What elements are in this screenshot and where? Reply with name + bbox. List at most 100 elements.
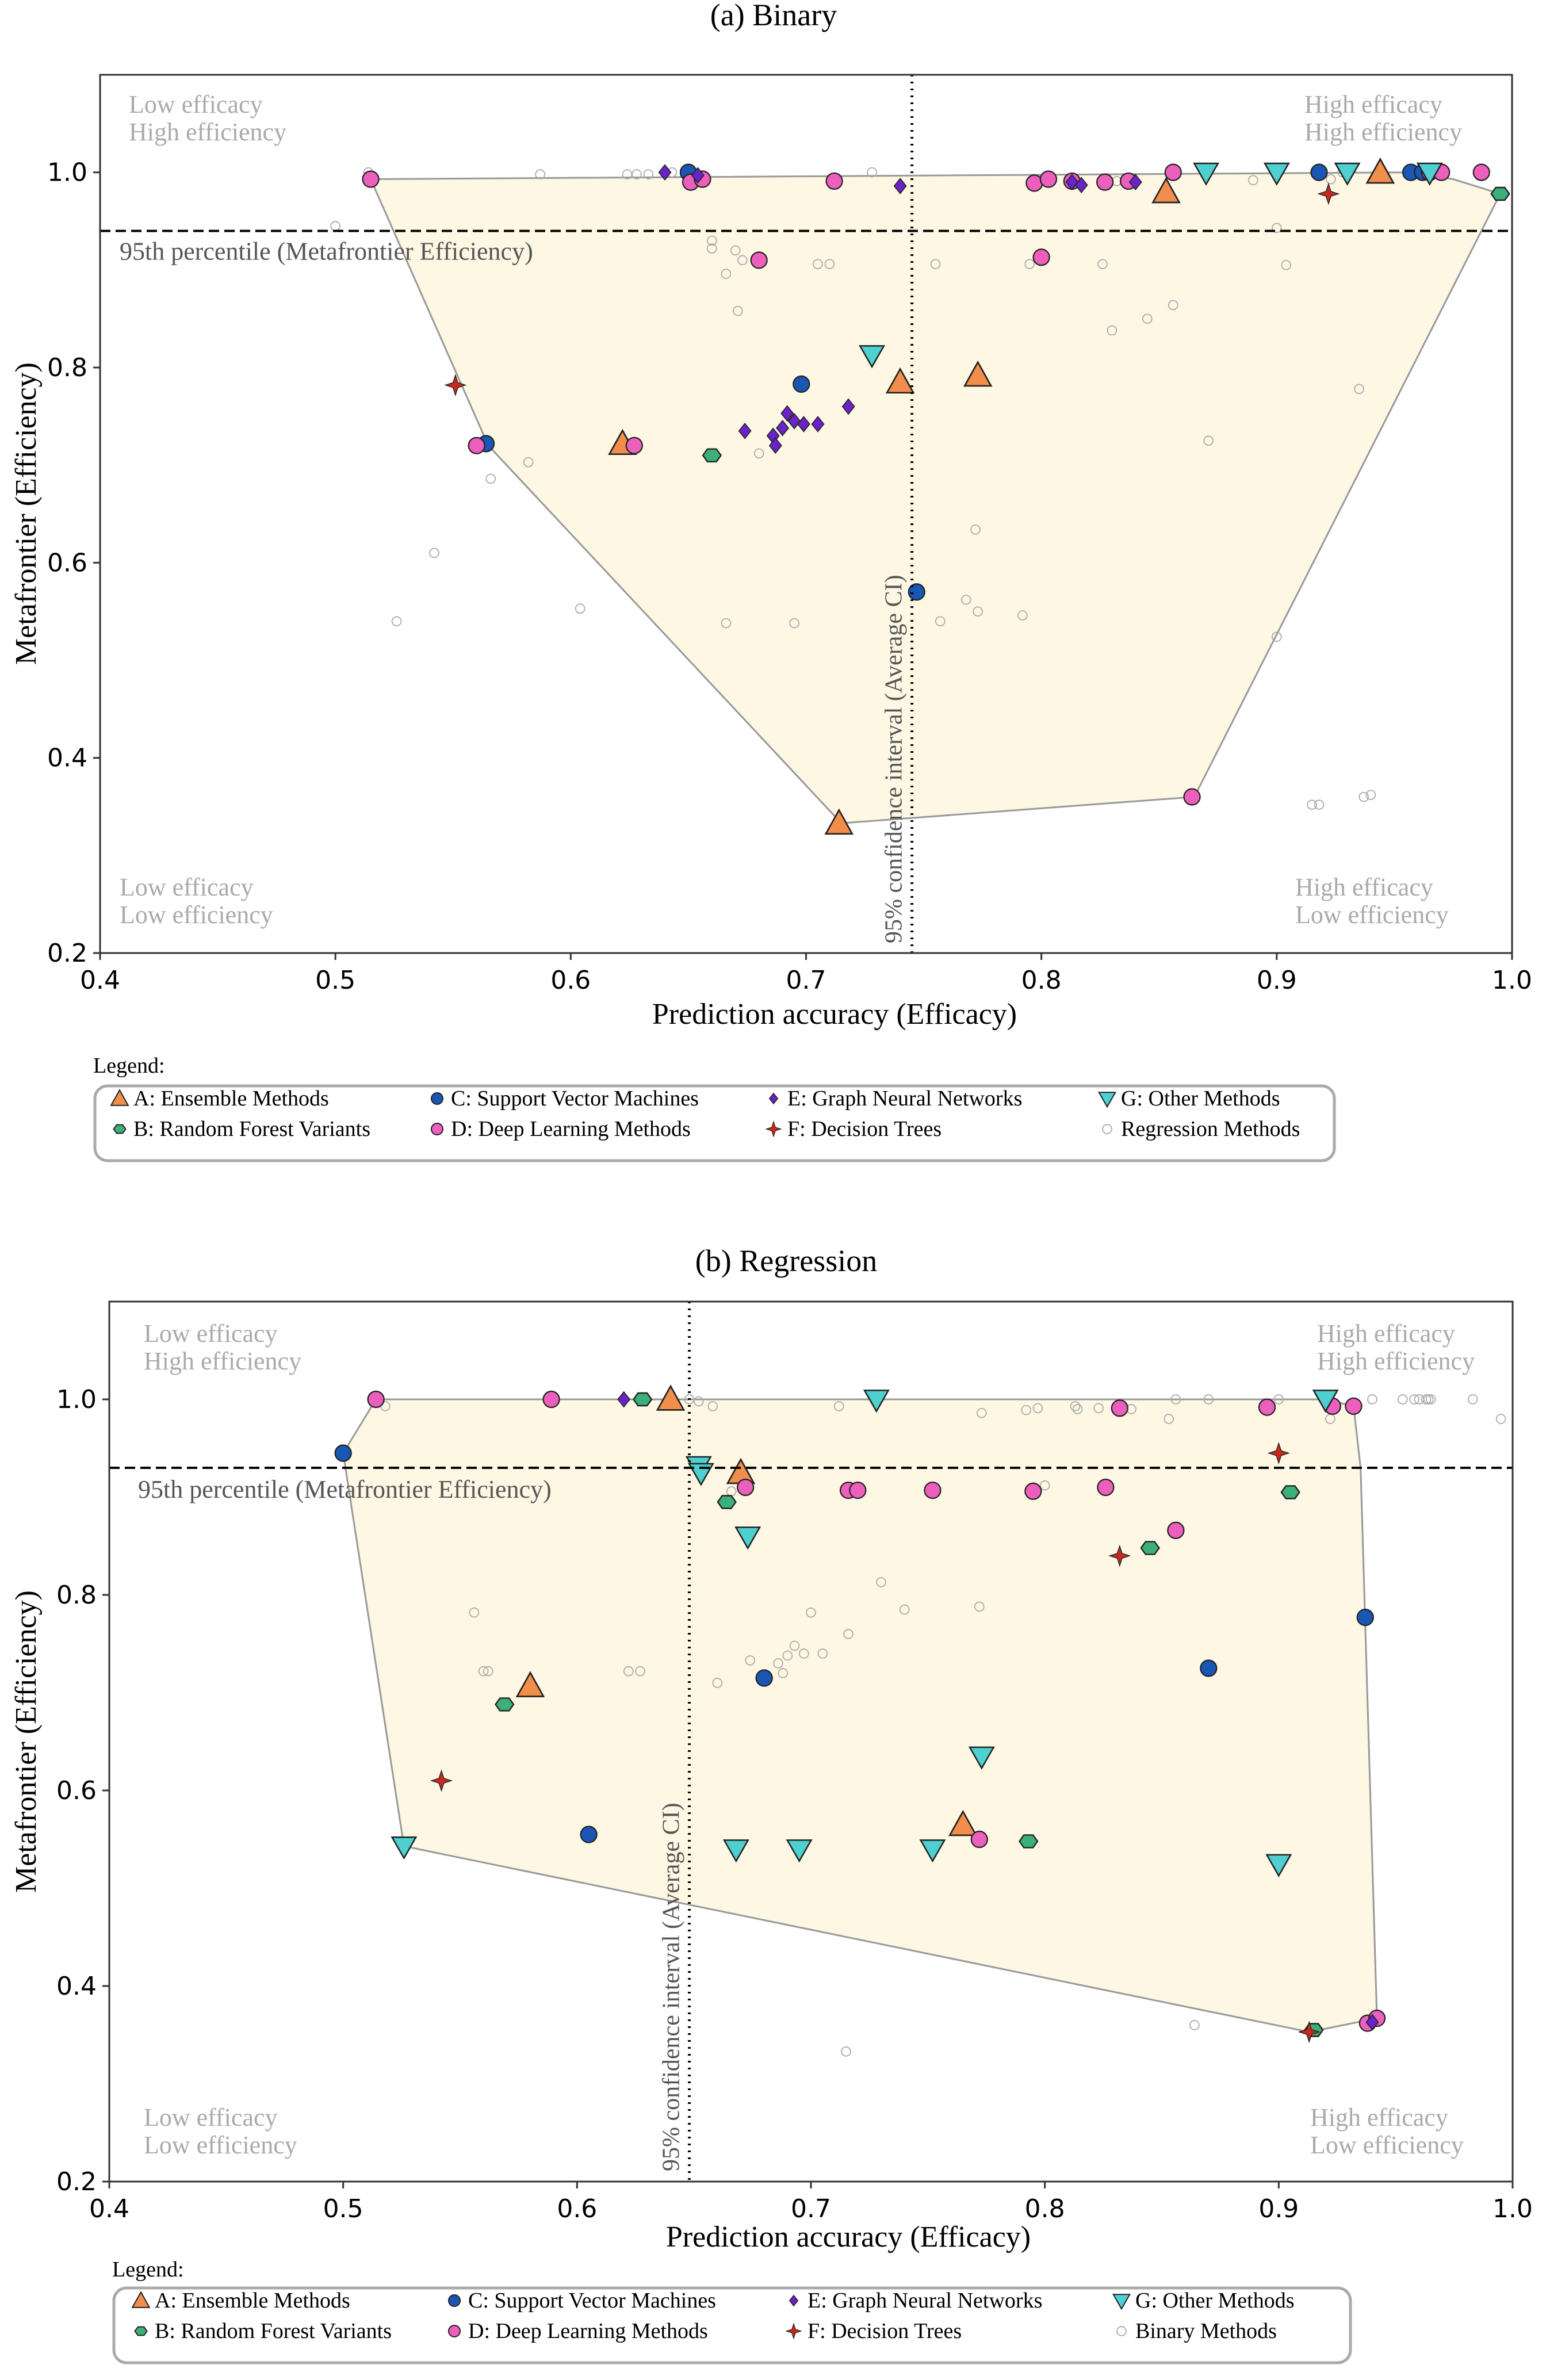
data-point [1039,170,1058,188]
data-point [753,448,764,459]
data-point [1265,1854,1292,1877]
data-point [1183,788,1201,806]
legend-marker [765,1120,782,1138]
data-point [750,251,768,269]
x-axis-ticks: 0.4 0.5 0.6 0.7 0.8 0.9 1.0 [80,953,1532,995]
data-point [1365,790,1376,800]
data-point [1298,2021,1321,2044]
data-point [789,618,799,629]
data-point [1365,157,1395,184]
data-point [483,1666,493,1677]
y-tick-label: 0.2 [47,939,87,968]
data-point [1307,799,1318,810]
data-point [924,1481,942,1499]
x-tick-label: 0.4 [80,966,120,995]
series-f-decision-trees [444,182,1340,397]
data-point [515,1671,545,1697]
data-point [702,448,722,462]
data-point [963,360,993,387]
legend-label: G: Other Methods [1135,2289,1295,2313]
data-point [1356,1608,1374,1627]
legend-marker [113,1124,127,1134]
data-point [841,2046,851,2057]
x-tick-label: 0.9 [1257,966,1297,995]
data-point [430,1769,453,1792]
data-point [737,255,748,266]
data-point [1358,791,1369,802]
data-point [1200,1659,1218,1677]
data-point [1203,435,1214,446]
data-point [755,1669,773,1687]
data-point [1416,162,1443,186]
legend-label: Regression Methods [1121,1117,1300,1141]
data-point [776,419,790,437]
series-e-graph-neural-networks [617,1391,1379,2031]
data-point [745,1655,756,1666]
data-point [960,594,971,605]
data-point [1142,313,1153,324]
data-point [1272,632,1282,642]
data-point [1017,610,1028,621]
data-point [733,305,743,316]
legend-marker [1112,2294,1131,2310]
legend-marker [448,2325,461,2337]
data-point [391,616,402,626]
data-point [973,606,983,617]
data-point [1314,799,1325,810]
data-point [833,1401,844,1411]
data-point [948,1809,978,1836]
legend-label: A: Ensemble Methods [155,2289,350,2313]
y-axis-ticks: 0.2 0.4 0.6 0.8 1.0 [47,158,100,968]
data-point [1468,1394,1478,1405]
legend-label: A: Ensemble Methods [133,1086,329,1111]
legend-item: Binary Methods [1116,2319,1277,2343]
data-point [786,1839,813,1863]
data-point [1281,260,1292,270]
quadrant-tr-line1: High efficacy [1304,90,1442,118]
legend-marker [131,2291,151,2308]
data-point [970,524,981,535]
legend-marker [110,1089,129,1106]
data-point [635,1666,645,1677]
data-point [738,422,752,439]
series-e-graph-neural-networks [658,164,1142,454]
percentile-label: 95th percentile (Metafrontier Efficiency… [120,237,533,265]
y-tick-label: 1.0 [47,158,87,188]
data-point [930,259,941,269]
x-tick-label: 1.0 [1492,2194,1533,2224]
quadrant-br-line1: High efficacy [1295,873,1433,901]
data-point [849,1481,867,1499]
legend-item: G: Other Methods [1097,1086,1280,1111]
data-point [780,405,794,422]
data-point [1021,1405,1031,1415]
data-point [1128,174,1142,190]
data-point [787,412,801,430]
x-tick-label: 0.6 [550,966,591,995]
legend-item: E: Graph Neural Networks [789,2289,1042,2313]
data-point [1024,259,1035,269]
legend-item: C: Support Vector Machines [431,1086,699,1111]
legend-marker [1097,1092,1117,1108]
legend: A: Ensemble Methods B: Random Forest Vari… [110,1086,1300,1141]
ci-label: 95% confidence interval (Average CI) [659,1803,685,2171]
data-point [712,1678,723,1688]
data-point [824,259,835,269]
x-tick-label: 0.8 [1025,2194,1065,2224]
data-point [730,245,741,256]
data-point [1267,1441,1290,1465]
data-point [1107,325,1117,336]
data-point [841,398,855,415]
data-point [633,1392,653,1407]
data-point [813,259,823,269]
data-point [1354,384,1364,395]
chart-title: (a) Binary [710,0,837,32]
data-point [1273,1394,1284,1405]
legend-label: C: Support Vector Machines [451,1086,699,1111]
legend-label: F: Decision Trees [787,1117,942,1141]
quadrant-tl-line1: Low efficacy [144,1319,278,1348]
data-point [656,1384,686,1411]
quadrant-tl-line1: Low efficacy [129,90,263,118]
series-d-deep-learning-methods [367,1390,1386,2032]
y-tick-label: 0.4 [47,744,87,773]
